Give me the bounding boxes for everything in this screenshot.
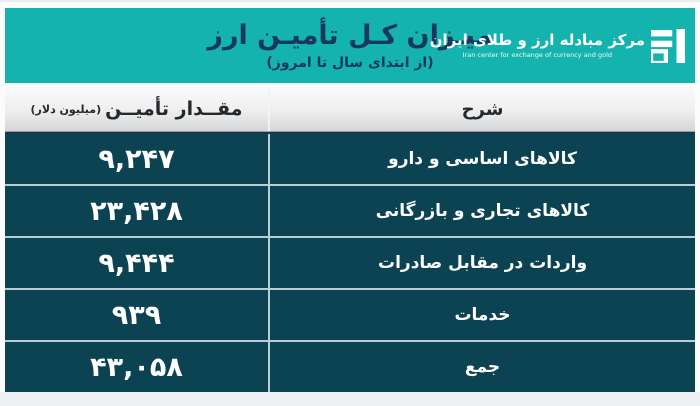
description-cell: خدمات — [268, 290, 695, 340]
amount-cell: ۴۳,۰۵۸ — [90, 351, 183, 383]
header-banner: میـزان کـل تأمیـن ارز (از ابتدای سال تا … — [5, 8, 695, 83]
banner-text: میـزان کـل تأمیـن ارز (از ابتدای سال تا … — [207, 20, 492, 70]
amount-cell: ۹,۲۴۷ — [98, 143, 175, 175]
column-header-amount: مقــدار تأمیــن (میلیون دلار) — [5, 87, 268, 131]
page-title: میـزان کـل تأمیـن ارز — [207, 20, 493, 52]
org-logo-text: مرکز مبادله ارز و طلای ایران Iran center… — [430, 32, 645, 59]
amount-cell: ۹۳۹ — [111, 299, 162, 331]
table-row: ۹۳۹ خدمات — [5, 288, 695, 340]
page-subtitle: (از ابتدای سال تا امروز) — [266, 54, 434, 71]
table-body: ۹,۲۴۷ کالاهای اساسی و دارو ۲۳,۴۲۸ کالاها… — [5, 132, 695, 392]
org-logomark-icon — [651, 28, 685, 63]
org-logo: مرکز مبادله ارز و طلای ایران Iran center… — [430, 28, 685, 63]
amount-cell: ۲۳,۴۲۸ — [90, 195, 183, 227]
bottom-margin — [0, 392, 700, 406]
table-row: ۹,۴۴۴ واردات در مقابل صادرات — [5, 236, 695, 288]
table-row: ۲۳,۴۲۸ کالاهای تجاری و بازرگانی — [5, 184, 695, 236]
column-header-description: شرح — [268, 87, 695, 131]
org-name-fa: مرکز مبادله ارز و طلای ایران — [429, 31, 645, 50]
table-row: ۴۳,۰۵۸ جمع — [5, 340, 695, 392]
table-row: ۹,۲۴۷ کالاهای اساسی و دارو — [5, 134, 695, 184]
description-cell: واردات در مقابل صادرات — [268, 238, 695, 288]
org-name-en: Iran center for exchange of currency and… — [462, 50, 613, 59]
amount-cell: ۹,۴۴۴ — [98, 247, 175, 279]
table-header-row: مقــدار تأمیــن (میلیون دلار) شرح — [5, 87, 695, 132]
column-header-amount-unit: (میلیون دلار) — [30, 102, 102, 116]
description-cell: جمع — [268, 342, 695, 392]
description-cell: کالاهای اساسی و دارو — [268, 134, 695, 184]
column-header-amount-label: مقــدار تأمیــن — [105, 98, 243, 120]
description-cell: کالاهای تجاری و بازرگانی — [268, 186, 695, 236]
